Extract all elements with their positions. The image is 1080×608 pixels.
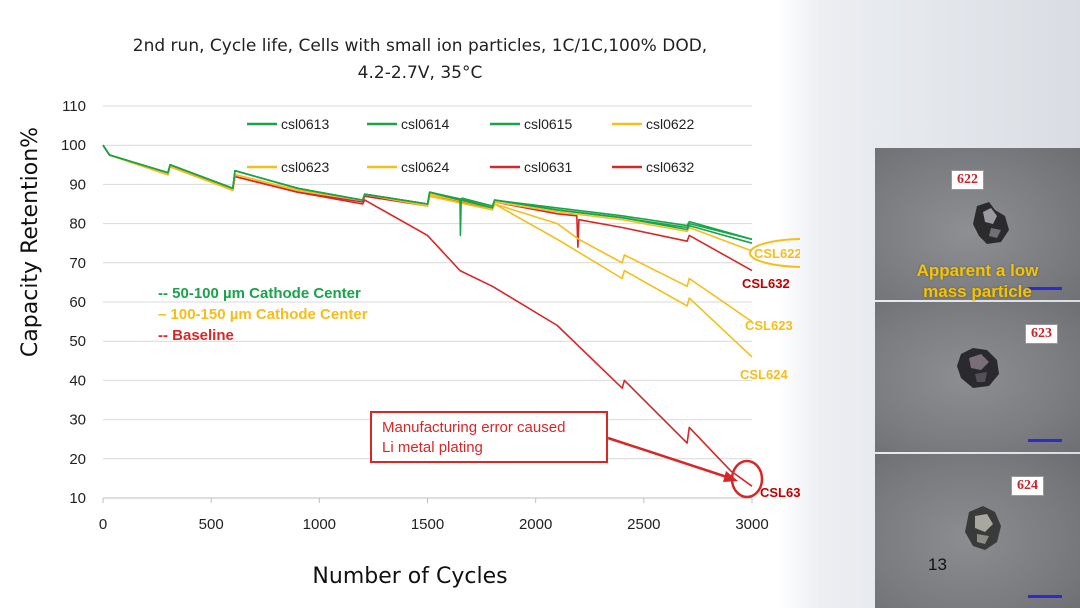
callout-csl631: CSL631 (760, 485, 800, 500)
csl622-highlight-ellipse (749, 238, 800, 268)
x-tick-label: 2000 (519, 516, 552, 533)
chart-title-line-1: 2nd run, Cycle life, Cells with small io… (132, 36, 708, 56)
series-line-csl0615 (102, 144, 753, 241)
legend-label-csl0613: csl0613 (281, 116, 329, 132)
y-tick-label: 60 (69, 294, 86, 311)
note-line-2: mass particle (923, 282, 1032, 301)
callout-csl622: CSL622 (754, 246, 800, 261)
y-tick-label: 20 (69, 451, 86, 468)
scale-bar (1028, 595, 1062, 600)
legend-label-csl0622: csl0622 (646, 116, 694, 132)
y-tick-label: 80 (69, 216, 86, 233)
slide-number: 13 (928, 555, 947, 574)
legend-label-csl0624: csl0624 (401, 159, 449, 175)
series-lines (102, 144, 753, 487)
y-tick-label: 30 (69, 412, 86, 429)
callout-csl632: CSL632 (742, 276, 790, 291)
legend-label-csl0615: csl0615 (524, 116, 572, 132)
error-box-line-2: Li metal plating (382, 439, 483, 456)
x-tick-label: 0 (99, 516, 107, 533)
y-tick-label: 90 (69, 176, 86, 193)
manufacturing-error-box: Manufacturing error caused Li metal plat… (370, 411, 608, 463)
group-label: – 100-150 µm Cathode Center (158, 306, 368, 323)
chart-title-line-2: 4.2-2.7V, 35°C (357, 63, 483, 83)
group-label: -- 50-100 µm Cathode Center (158, 285, 361, 302)
y-tick-label: 50 (69, 333, 86, 350)
x-tick-label: 1500 (411, 516, 444, 533)
axes: 10 20 30 40 50 60 70 80 90 100 110 0 500 1000 1500 2000… (18, 98, 769, 589)
y-tick-label: 10 (69, 490, 86, 507)
capacity-chart: 10 20 30 40 50 60 70 80 90 100 110 0 500 1000 1500 2000… (18, 98, 800, 589)
annotations: -- 50-100 µm Cathode Center – 100-150 µm … (158, 238, 800, 500)
group-label: -- Baseline (158, 327, 234, 344)
legend: csl0613 csl0614 csl0615 csl0622 csl0623 csl06… (247, 116, 694, 175)
particle-image-623 (957, 348, 999, 388)
error-arrow (607, 436, 734, 481)
low-mass-particle-note: Apparent a low mass particle (880, 260, 1075, 302)
photo-label-623: 623 (1025, 324, 1058, 344)
y-tick-label: 40 (69, 372, 86, 389)
x-tick-label: 3000 (735, 516, 768, 533)
y-axis-title: Capacity Retention% (18, 127, 43, 357)
y-tick-label: 100 (61, 137, 86, 154)
particle-photo-624: 624 (875, 454, 1080, 608)
particle-image-622 (973, 202, 1009, 244)
error-box-line-1: Manufacturing error caused (382, 419, 566, 436)
x-axis-title: Number of Cycles (312, 564, 507, 589)
legend-label-csl0623: csl0623 (281, 159, 329, 175)
legend-label-csl0614: csl0614 (401, 116, 449, 132)
scale-bar (1028, 287, 1062, 292)
callout-csl624: CSL624 (740, 367, 788, 382)
legend-label-csl0631: csl0631 (524, 159, 572, 175)
y-tick-label: 110 (62, 98, 86, 115)
particle-image-624 (965, 506, 1001, 550)
y-tick-label: 70 (69, 255, 86, 272)
legend-label-csl0632: csl0632 (646, 159, 694, 175)
x-tick-label: 2500 (627, 516, 660, 533)
error-arrowhead (723, 471, 738, 482)
photo-label-622: 622 (951, 170, 984, 190)
csl631-highlight-circle (730, 459, 764, 499)
particle-photo-623: 623 (875, 302, 1080, 452)
callout-csl623: CSL623 (745, 318, 793, 333)
x-tick-label: 1000 (303, 516, 336, 533)
particle-photo-622: 622 (875, 148, 1080, 300)
photo-label-624: 624 (1011, 476, 1044, 496)
x-tick-label: 500 (199, 516, 224, 533)
note-line-1: Apparent a low (916, 261, 1039, 280)
scale-bar (1028, 439, 1062, 444)
